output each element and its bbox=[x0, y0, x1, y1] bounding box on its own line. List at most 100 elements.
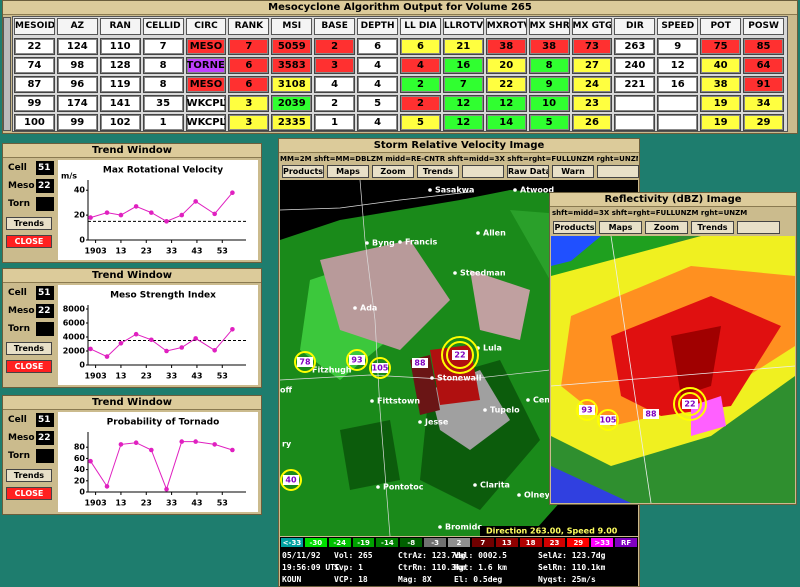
info-field: VCP: 18 bbox=[334, 575, 368, 584]
trend-point bbox=[230, 190, 235, 196]
button[interactable]: Zoom bbox=[372, 165, 414, 178]
field-label: Meso bbox=[8, 181, 35, 191]
trend-point bbox=[193, 199, 198, 204]
button[interactable]: Raw Data bbox=[507, 165, 549, 178]
button[interactable]: CLOSE bbox=[6, 235, 52, 248]
x-tick-label: 1903 bbox=[84, 372, 106, 381]
map-line bbox=[551, 365, 795, 387]
column-header: LL DIA bbox=[400, 18, 441, 35]
color-scale-cell: >33 bbox=[590, 537, 615, 548]
table-cell: 12 bbox=[657, 57, 699, 74]
meso-label-box bbox=[600, 415, 616, 425]
button[interactable]: Maps bbox=[327, 165, 369, 178]
button[interactable] bbox=[597, 165, 639, 178]
table-cell: 3583 bbox=[271, 57, 313, 74]
town-label: Allen bbox=[483, 229, 506, 238]
town-label: Stonewall bbox=[437, 374, 482, 383]
info-field: Hgt: 1.6 km bbox=[454, 563, 507, 572]
table-cell bbox=[614, 95, 656, 112]
table-cell: 100 bbox=[14, 114, 55, 131]
table-cell: 23 bbox=[571, 95, 613, 112]
trend-point bbox=[133, 440, 139, 446]
button[interactable]: Trends bbox=[417, 165, 459, 178]
column-header: RANK bbox=[228, 18, 270, 35]
button[interactable]: Trends bbox=[6, 217, 52, 230]
x-tick-label: 23 bbox=[141, 372, 152, 381]
trend-chart: Max Rotational Velocity m/s 0 20 40 1903 13 23 3… bbox=[58, 160, 258, 260]
info-field: El: 0.5deg bbox=[454, 575, 503, 584]
town-label: Cen bbox=[533, 396, 550, 405]
trend-point bbox=[164, 219, 169, 224]
table-cell: 91 bbox=[743, 76, 784, 93]
column-header: DEPTH bbox=[357, 18, 398, 35]
table-cell: 9 bbox=[657, 38, 699, 55]
trend-line bbox=[90, 192, 233, 222]
table-cell: 3 bbox=[228, 114, 270, 131]
town-dot bbox=[365, 241, 369, 245]
table-cell: 98 bbox=[56, 57, 98, 74]
town-label: Fitzhugh bbox=[312, 366, 352, 375]
town-dot bbox=[476, 231, 480, 235]
x-tick-label: 43 bbox=[191, 372, 202, 381]
column-header: AZ bbox=[56, 18, 98, 35]
field-label: Cell bbox=[8, 415, 27, 425]
column-header: LLROTV bbox=[442, 18, 484, 35]
y-tick-label: 8000 bbox=[63, 305, 86, 314]
button[interactable]: Products bbox=[553, 221, 596, 234]
trend-point bbox=[133, 204, 139, 209]
x-tick-label: 13 bbox=[115, 247, 126, 256]
trend-point bbox=[133, 331, 139, 337]
town-dot bbox=[428, 188, 432, 192]
field-label: Cell bbox=[8, 288, 27, 298]
button[interactable]: CLOSE bbox=[6, 487, 52, 500]
field-box: 22 bbox=[36, 431, 54, 445]
table-cell: 1 bbox=[314, 114, 356, 131]
town-dot bbox=[430, 376, 434, 380]
table-cell: 64 bbox=[743, 57, 784, 74]
column-header: MSI bbox=[271, 18, 313, 35]
meso-circle bbox=[576, 399, 598, 421]
x-tick-label: 53 bbox=[217, 499, 228, 508]
meso-circle bbox=[441, 336, 479, 374]
button[interactable]: Trends bbox=[6, 342, 52, 355]
help-line: MM=2M shft=MM=DBLZM midd=RE-CNTR shft=mi… bbox=[280, 155, 638, 163]
table-cell: 27 bbox=[571, 57, 613, 74]
y-tick-label: 40 bbox=[74, 465, 86, 474]
color-scale-cell: -3 bbox=[423, 537, 448, 548]
meso-label-box bbox=[297, 357, 313, 367]
button[interactable] bbox=[462, 165, 504, 178]
town-label: Francis bbox=[405, 238, 437, 247]
button[interactable]: Warn bbox=[552, 165, 594, 178]
button[interactable]: Maps bbox=[599, 221, 642, 234]
table-cell: 2335 bbox=[271, 114, 313, 131]
table-cell bbox=[614, 114, 656, 131]
table-cell: 2 bbox=[400, 95, 441, 112]
table-cell: 6 bbox=[400, 38, 441, 55]
table-cell: 128 bbox=[99, 57, 141, 74]
column-header: POSW bbox=[743, 18, 784, 35]
trend-point bbox=[88, 346, 93, 352]
info-field: CtrRn: 110.3km bbox=[398, 563, 466, 572]
title-bar: Mesocyclone Algorithm Output for Volume … bbox=[3, 1, 797, 15]
button[interactable]: Products bbox=[282, 165, 324, 178]
button[interactable] bbox=[737, 221, 780, 234]
scrollbar bbox=[3, 17, 11, 131]
trend-point bbox=[88, 458, 93, 464]
y-tick-label: 6000 bbox=[63, 319, 86, 328]
table-cell: 3 bbox=[314, 57, 356, 74]
trend-point bbox=[118, 442, 124, 447]
button[interactable]: Zoom bbox=[645, 221, 688, 234]
town-dot bbox=[453, 271, 457, 275]
table-cell: 8 bbox=[142, 76, 184, 93]
info-field: SelAz: 123.7dg bbox=[538, 551, 606, 560]
title-bar: Trend Window bbox=[3, 144, 261, 158]
field-label: Torn bbox=[8, 451, 30, 461]
meso-label-box bbox=[682, 399, 698, 409]
button[interactable]: CLOSE bbox=[6, 360, 52, 373]
table-cell: MESO bbox=[185, 38, 227, 55]
button[interactable]: Trends bbox=[6, 469, 52, 482]
trend-point bbox=[179, 345, 185, 350]
button[interactable]: Trends bbox=[691, 221, 734, 234]
info-field: Nyqst: 25m/s bbox=[538, 575, 596, 584]
trend-point bbox=[193, 439, 198, 444]
